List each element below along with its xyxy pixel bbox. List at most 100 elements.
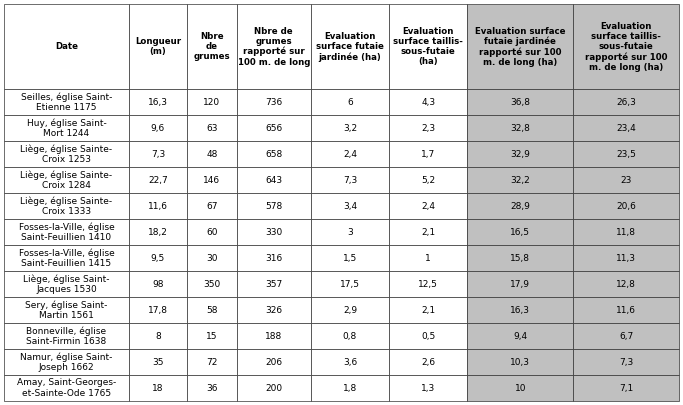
Text: Longueur
(m): Longueur (m) (135, 37, 181, 56)
Text: 1: 1 (426, 254, 431, 263)
Text: 16,3: 16,3 (510, 306, 530, 315)
Bar (573, 323, 679, 349)
Bar (573, 271, 679, 297)
Text: 0,8: 0,8 (343, 332, 357, 341)
Text: 36,8: 36,8 (510, 98, 530, 107)
Text: Seilles, église Saint-
Etienne 1175: Seilles, église Saint- Etienne 1175 (20, 93, 112, 112)
Text: Huy, église Saint-
Mort 1244: Huy, église Saint- Mort 1244 (27, 119, 107, 138)
Bar (389, 219, 467, 245)
Bar (467, 349, 573, 375)
Bar (187, 4, 237, 90)
Text: 26,3: 26,3 (616, 98, 636, 107)
Text: 30: 30 (206, 254, 218, 263)
Text: 32,2: 32,2 (510, 176, 530, 185)
Text: 3: 3 (347, 228, 353, 237)
Text: Sery, église Saint-
Martin 1561: Sery, église Saint- Martin 1561 (25, 301, 108, 320)
Text: 1,7: 1,7 (421, 150, 435, 159)
Text: 7,3: 7,3 (151, 150, 165, 159)
Text: 72: 72 (206, 358, 218, 367)
Text: 120: 120 (204, 98, 221, 107)
Bar (187, 375, 237, 401)
Bar (187, 271, 237, 297)
Bar (4, 297, 129, 323)
Text: 11,8: 11,8 (616, 228, 636, 237)
Text: 7,3: 7,3 (343, 176, 357, 185)
Bar (573, 115, 679, 141)
Bar (129, 375, 187, 401)
Bar (467, 4, 573, 90)
Text: 36: 36 (206, 384, 218, 392)
Bar (389, 90, 467, 115)
Bar (129, 167, 187, 193)
Bar (311, 141, 389, 167)
Bar (311, 323, 389, 349)
Bar (389, 375, 467, 401)
Text: 17,8: 17,8 (148, 306, 168, 315)
Text: Namur, église Saint-
Joseph 1662: Namur, église Saint- Joseph 1662 (20, 352, 113, 372)
Text: Evaluation
surface futaie
jardinée (ha): Evaluation surface futaie jardinée (ha) (316, 32, 384, 62)
Text: 3,2: 3,2 (343, 124, 357, 133)
Bar (467, 323, 573, 349)
Bar (467, 375, 573, 401)
Bar (237, 219, 311, 245)
Text: 23,5: 23,5 (616, 150, 636, 159)
Text: Liège, église Saint-
Jacques 1530: Liège, église Saint- Jacques 1530 (23, 274, 110, 294)
Text: 1,3: 1,3 (421, 384, 435, 392)
Text: Nbre de
grumes
rapporté sur
100 m. de long: Nbre de grumes rapporté sur 100 m. de lo… (238, 27, 310, 66)
Bar (4, 4, 129, 90)
Text: 2,6: 2,6 (421, 358, 435, 367)
Text: 2,9: 2,9 (343, 306, 357, 315)
Bar (187, 349, 237, 375)
Bar (129, 193, 187, 219)
Text: 23: 23 (620, 176, 632, 185)
Text: 12,8: 12,8 (616, 279, 636, 289)
Bar (573, 90, 679, 115)
Text: 5,2: 5,2 (421, 176, 435, 185)
Text: 578: 578 (265, 202, 282, 211)
Bar (4, 193, 129, 219)
Bar (187, 323, 237, 349)
Text: 350: 350 (204, 279, 221, 289)
Bar (389, 245, 467, 271)
Bar (467, 219, 573, 245)
Text: 1,8: 1,8 (343, 384, 357, 392)
Bar (573, 245, 679, 271)
Bar (389, 323, 467, 349)
Bar (237, 4, 311, 90)
Text: Fosses-la-Ville, église
Saint-Feuillien 1415: Fosses-la-Ville, église Saint-Feuillien … (18, 248, 114, 268)
Bar (467, 90, 573, 115)
Text: 98: 98 (152, 279, 164, 289)
Text: 15,8: 15,8 (510, 254, 530, 263)
Text: 656: 656 (265, 124, 282, 133)
Text: 15: 15 (206, 332, 218, 341)
Bar (187, 297, 237, 323)
Bar (187, 219, 237, 245)
Bar (573, 375, 679, 401)
Text: 330: 330 (265, 228, 282, 237)
Bar (467, 271, 573, 297)
Bar (4, 375, 129, 401)
Text: 16,3: 16,3 (148, 98, 168, 107)
Bar (467, 297, 573, 323)
Bar (311, 219, 389, 245)
Bar (573, 297, 679, 323)
Bar (467, 141, 573, 167)
Bar (237, 141, 311, 167)
Bar (187, 115, 237, 141)
Text: 326: 326 (265, 306, 282, 315)
Bar (573, 193, 679, 219)
Text: Liège, église Sainte-
Croix 1253: Liège, église Sainte- Croix 1253 (20, 145, 113, 164)
Text: 32,9: 32,9 (510, 150, 530, 159)
Bar (389, 141, 467, 167)
Text: 18,2: 18,2 (148, 228, 168, 237)
Bar (237, 271, 311, 297)
Text: 9,6: 9,6 (151, 124, 165, 133)
Text: 63: 63 (206, 124, 218, 133)
Text: 32,8: 32,8 (510, 124, 530, 133)
Text: 736: 736 (265, 98, 282, 107)
Bar (187, 167, 237, 193)
Text: 28,9: 28,9 (510, 202, 530, 211)
Bar (129, 323, 187, 349)
Bar (467, 193, 573, 219)
Bar (573, 141, 679, 167)
